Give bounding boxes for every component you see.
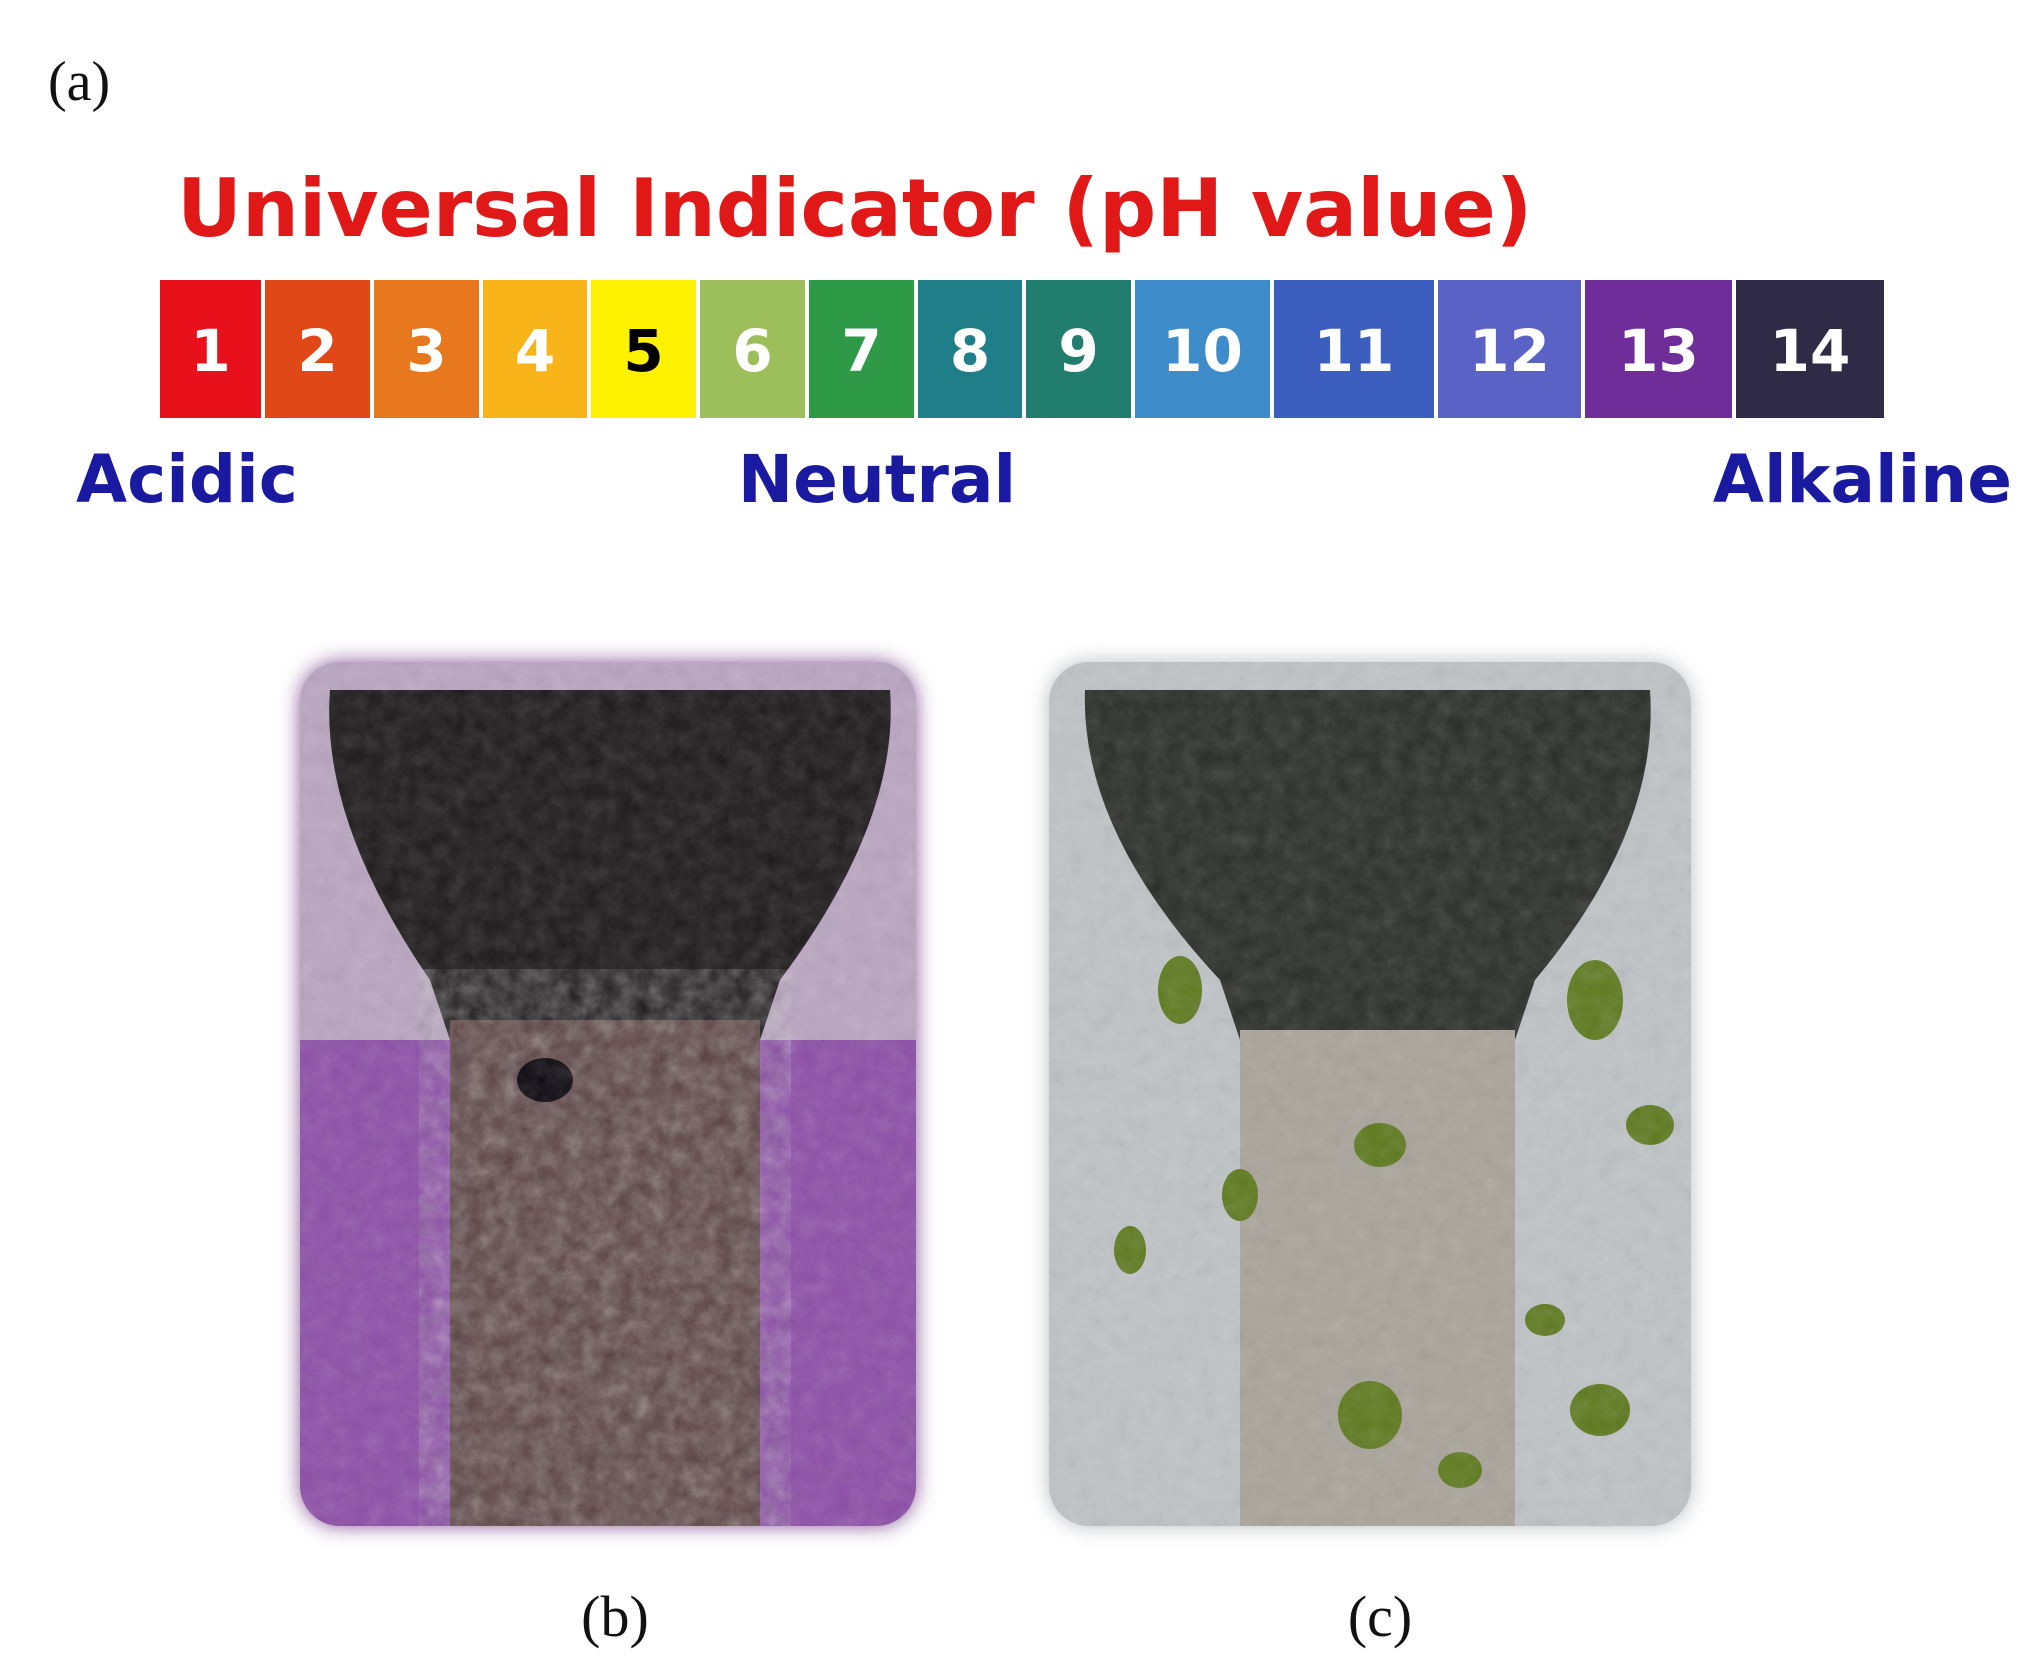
ph-cell [374, 280, 479, 418]
ph-number: 4 [515, 317, 555, 385]
ph-number: 1 [190, 317, 230, 385]
ph-cell [1438, 280, 1581, 418]
ph-scale: 1 2 3 4 5 6 7 8 9 10 11 12 13 14 [160, 280, 1884, 418]
alkaline-label: Alkaline [1713, 441, 2012, 518]
panel-label: (a) [48, 51, 110, 113]
ph-cell [265, 280, 370, 418]
ph-number: 9 [1058, 317, 1098, 385]
acidic-label: Acidic [76, 441, 298, 518]
ph-number: 7 [841, 317, 881, 385]
ph-cell [160, 280, 261, 418]
ph-cell [483, 280, 587, 418]
ph-cell [1585, 280, 1732, 418]
photo-b [300, 662, 916, 1526]
ph-number: 11 [1314, 317, 1395, 385]
ph-number: 12 [1469, 317, 1550, 385]
title: Universal Indicator (pH value) [177, 162, 1532, 255]
ph-cell [1274, 280, 1434, 418]
ph-number: 6 [732, 317, 772, 385]
ph-number: 8 [950, 317, 990, 385]
ph-cell [591, 280, 696, 418]
ph-number: 2 [297, 317, 337, 385]
ph-number: 14 [1770, 317, 1851, 385]
ph-cell [700, 280, 805, 418]
ph-cell [1736, 280, 1884, 418]
ph-cell [918, 280, 1022, 418]
ph-cell [1026, 280, 1131, 418]
panel-label: (b) [581, 1584, 649, 1649]
ph-cell [809, 280, 914, 418]
ph-number: 13 [1618, 317, 1699, 385]
ph-number: 10 [1162, 317, 1243, 385]
ph-number: 3 [406, 317, 446, 385]
ph-number: 5 [623, 317, 663, 385]
photo-c [1049, 662, 1691, 1526]
neutral-label: Neutral [738, 441, 1016, 518]
panel-label: (c) [1348, 1584, 1412, 1649]
ph-cell [1135, 280, 1270, 418]
